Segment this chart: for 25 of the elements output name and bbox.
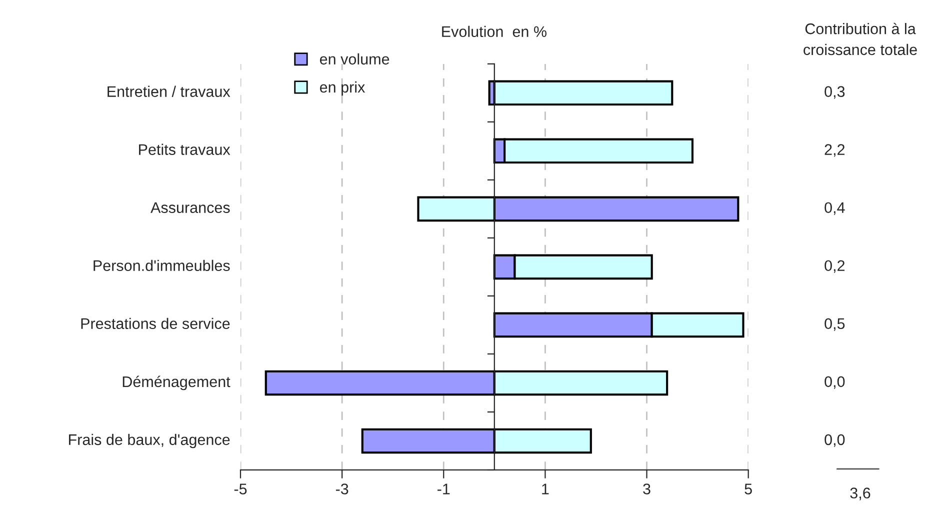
- y-tick-label: Frais de baux, d'agence: [69, 434, 230, 448]
- legend-label: en prix: [320, 81, 366, 96]
- text: 0,3: [824, 86, 845, 99]
- x-tick-label: -3: [336, 484, 348, 494]
- x-tick-label: 1: [542, 484, 549, 494]
- text: 0,5: [824, 318, 845, 331]
- chart-title: Evolution en %: [442, 26, 546, 38]
- text: 0,4: [824, 202, 845, 215]
- y-tick-label: Assurances: [150, 202, 230, 214]
- x-tick-label: -5: [234, 484, 247, 494]
- text: 2,2: [824, 144, 845, 157]
- legend-label: en volume: [320, 53, 390, 65]
- text: 0,0: [824, 376, 845, 389]
- y-tick-label: Person.d'immeubles: [94, 260, 230, 272]
- y-tick-label: Déménagement: [122, 376, 230, 390]
- text: 3,6: [850, 488, 870, 500]
- x-tick-label: -1: [438, 484, 450, 494]
- text: 0,0: [824, 434, 845, 447]
- x-tick-label: 5: [744, 484, 752, 494]
- text: Contribution à la croissance totale: [804, 22, 917, 56]
- y-tick-label: Petits travaux: [139, 144, 230, 156]
- text: 0,2: [824, 260, 845, 273]
- y-tick-label: Prestations de service: [81, 318, 230, 330]
- y-tick-label: Entretien / travaux: [108, 86, 230, 97]
- x-tick-label: 3: [643, 484, 650, 494]
